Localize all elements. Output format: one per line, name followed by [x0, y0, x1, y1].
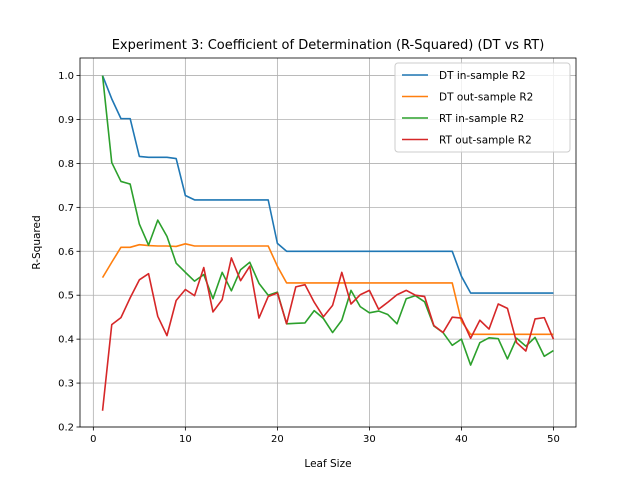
y-tick-label: 0.2 — [58, 423, 74, 434]
x-axis-title: Leaf Size — [304, 458, 351, 470]
series-line-dt-out-sample-r2 — [101, 243, 554, 336]
y-axis-ticks: 0.2 0.3 0.4 0.5 0.6 0.7 0.8 0.9 1.0 — [58, 71, 80, 434]
y-tick-label: 0.7 — [58, 203, 74, 214]
legend-box — [394, 62, 571, 153]
series-line-dt-in-sample-r2 — [101, 75, 554, 294]
y-axis-title: R-Squared — [31, 215, 43, 269]
y-tick-label: 0.9 — [58, 115, 74, 126]
y-tick-label: 0.4 — [58, 335, 74, 346]
y-tick-label: 1.0 — [58, 71, 74, 82]
series-line-rt-out-sample-r2 — [101, 257, 555, 411]
legend-label-dt-out-sample-r2: DT out-sample R2 — [439, 92, 533, 104]
y-tick-label: 0.3 — [58, 379, 74, 390]
x-tick-label: 0 — [90, 434, 96, 445]
y-tick-label: 0.5 — [58, 291, 74, 302]
legend-label-rt-out-sample-r2: RT out-sample R2 — [439, 135, 532, 147]
series-lines — [101, 75, 555, 411]
legend-label-dt-in-sample-r2: DT in-sample R2 — [439, 70, 526, 82]
x-tick-label: 30 — [363, 434, 376, 445]
x-tick-label: 10 — [179, 434, 192, 445]
legend-label-rt-in-sample-r2: RT in-sample R2 — [439, 113, 524, 125]
y-tick-label: 0.8 — [58, 159, 74, 170]
y-tick-label: 0.6 — [58, 247, 74, 258]
legend: DT in-sample R2 DT out-sample R2 RT in-sam… — [394, 62, 571, 153]
x-tick-label: 20 — [271, 434, 284, 445]
plot-frame — [79, 57, 577, 428]
x-axis-ticks: 0 10 20 30 40 50 — [90, 427, 560, 445]
chart-title: Experiment 3: Coefficient of Determinati… — [112, 38, 545, 53]
series-line-rt-in-sample-r2 — [101, 75, 554, 366]
x-tick-label: 40 — [455, 434, 468, 445]
x-tick-label: 50 — [547, 434, 560, 445]
